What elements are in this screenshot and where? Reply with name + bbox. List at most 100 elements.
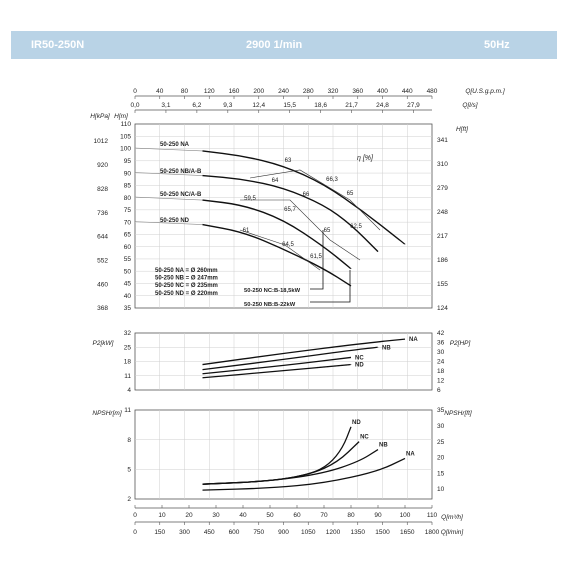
power-curve-1 [202,346,379,371]
axis-npsh-m-label: 8 [127,437,131,444]
efficiency-label: η [%] [357,155,374,162]
efficiency-value: 62,5 [350,224,362,230]
bottom-axis-lmin-label: 1350 [351,529,366,536]
axis-npsh-m-label: 2 [127,496,131,503]
top-axis-ls-label: 9,3 [223,102,232,109]
efficiency-value: 66 [303,192,310,198]
axis-ft-label: 217 [437,233,448,240]
axis-kw-label: 11 [124,373,131,380]
head-series-label: 50-250 NC/A-B [160,192,202,198]
top-axis-ls-label: 12,4 [252,102,265,109]
axis-m-label: 85 [124,183,132,190]
top-axis-ls-label: 6,2 [192,102,201,109]
axis-kw-label: 32 [124,330,132,337]
axis-ft-label: 186 [437,257,448,264]
axis-ft-label: 155 [437,281,448,288]
power-series-label: ND [355,363,364,369]
axis-kw-label: 25 [124,344,132,351]
npsh-series-label: NA [406,451,415,457]
top-axis-gpm-label: 120 [204,88,215,95]
header-bar: IR50-250N 2900 1/min 50Hz [11,31,557,59]
npsh-curve-1 [202,441,360,485]
axis-m-label: 100 [120,146,131,153]
top-axis-gpm-label: 200 [253,88,264,95]
bottom-axis-lmin-unit: Q[l/min] [441,529,464,536]
axis-m-label: 105 [120,133,131,140]
axis-kpa-label: 460 [97,281,108,288]
bottom-axis-lmin-label: 600 [229,529,240,536]
efficiency-value: 59,5 [244,196,256,202]
axis-ft-unit: H[ft] [456,126,468,133]
power-curve-3 [202,363,352,379]
top-axis-gpm-label: 0 [133,88,137,95]
axis-hp-label: 30 [437,349,445,356]
npsh-curve-0 [202,426,352,485]
axis-m-label: 65 [124,232,132,239]
efficiency-value: 65 [324,228,331,234]
npsh-series-label: NC [360,435,369,441]
axis-kpa-label: 368 [97,305,108,312]
bottom-axis-m3h-label: 30 [212,512,220,519]
impeller-note: 50-250 ND = Ø 220mm [155,291,218,297]
efficiency-value: 64,5 [282,242,294,248]
axis-hp-label: 36 [437,340,445,347]
axis-m-label: 80 [124,195,132,202]
top-axis-gpm-label: 80 [181,88,189,95]
axis-kpa-label: 644 [97,234,108,241]
top-axis-gpm-label: 320 [328,88,339,95]
axis-npsh-ft-label: 35 [437,407,445,414]
head-curve-0 [202,150,406,245]
top-axis-gpm-label: 160 [229,88,240,95]
axis-kw-label: 18 [124,359,132,366]
bottom-axis-lmin-label: 1500 [375,529,390,536]
head-curve-extension [134,196,203,201]
bottom-axis-m3h-label: 60 [293,512,301,519]
top-axis-gpm-label: 400 [377,88,388,95]
bottom-axis-m3h-label: 20 [185,512,193,519]
bottom-axis-m3h-label: 50 [266,512,274,519]
axis-m-label: 110 [121,121,132,128]
impeller-note: 50-250 NA = Ø 260mm [155,268,218,274]
axis-hp-label: 42 [437,330,445,337]
motor-nb-leader [310,270,351,303]
axis-npsh-ft-label: 20 [437,455,445,462]
axis-hp-label: 12 [437,378,445,385]
bottom-axis-m3h-label: 40 [239,512,247,519]
npsh-curve-2 [202,449,379,485]
efficiency-value: 66,3 [326,177,338,183]
bottom-axis-m3h-label: 110 [427,512,438,519]
axis-npsh-ft-label: 10 [437,486,445,493]
top-axis-gpm-label: 440 [402,88,413,95]
npsh-series-label: ND [352,420,361,426]
bottom-axis-m3h-label: 0 [133,512,137,519]
bottom-axis-lmin-label: 1050 [301,529,316,536]
bottom-axis-m3h-label: 90 [374,512,382,519]
pump-model-title: IR50-250N [31,39,85,51]
bottom-axis-lmin-label: 300 [179,529,190,536]
axis-hp-label: 18 [437,368,445,375]
head-curve-3 [202,223,352,287]
axis-kw-unit: P2[kW] [93,340,114,347]
axis-kpa-label: 1012 [94,138,109,145]
axis-m-label: 75 [124,207,132,214]
bottom-axis-lmin-label: 1650 [400,529,415,536]
top-axis-ls-label: 18,6 [314,102,327,109]
head-curve-2 [202,199,352,270]
axis-ft-label: 248 [437,209,448,216]
top-axis-gpm-label: 240 [278,88,289,95]
npsh-chart: NPSHr[m] 11 8 5 2 NPSHr[ft]35 30 25 20 15 10 ND NC NB… [92,407,472,536]
top-axis-gpm-label: 280 [303,88,314,95]
axis-npsh-m-unit: NPSHr[m] [92,410,121,417]
axis-ft-label: 341 [437,137,448,144]
axis-kpa-label: 552 [97,257,108,264]
axis-npsh-ft-label: 30 [437,423,445,430]
axis-ft-label: 310 [437,161,448,168]
top-axis-ls-label: 21,7 [345,102,358,109]
axis-kpa-label: 828 [97,186,108,193]
head-curve-1 [202,174,379,253]
bottom-axis-m3h-unit: Q[m³/h] [441,514,463,521]
top-axis-gpm-label: 360 [352,88,363,95]
impeller-note: 50-250 NC = Ø 235mm [155,283,218,289]
power-series-label: NB [382,345,391,351]
axis-m-label: 35 [124,305,132,312]
